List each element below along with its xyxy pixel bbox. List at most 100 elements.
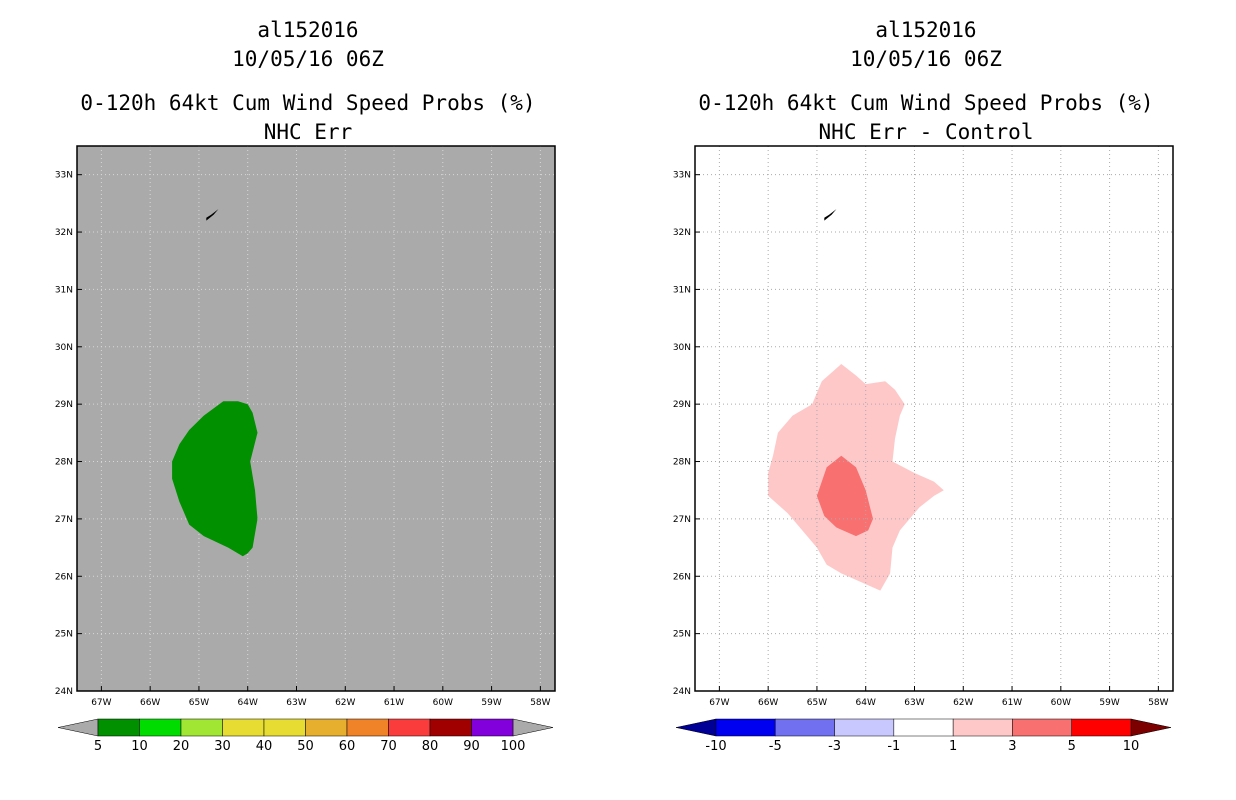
right-lat-label: 32N [673,228,691,238]
right-colorbar-swatch [715,718,776,737]
left-colorbar-label: 40 [256,739,273,754]
left-lon-label: 62W [335,698,355,708]
right-colorbar-swatch [952,718,1013,737]
right-lon-label: 64W [856,698,876,708]
left-subtitle: NHC Err [264,120,353,144]
left-lat-label: 32N [55,228,73,238]
right-lat-label: 28N [673,458,691,468]
left-lat-axis: 33N 32N 31N 30N 29N 28N 27N 26N 25N 24N [55,171,82,697]
right-lat-label: 30N [673,343,691,353]
left-map-frame [76,145,556,692]
left-lat-label: 27N [55,515,73,525]
right-lat-label: 25N [673,630,691,640]
right-lon-label: 60W [1051,698,1071,708]
left-colorbar-label: 10 [131,739,148,754]
right-storm-id: al152016 [875,18,976,42]
right-bermuda-island [824,209,837,221]
right-lon-label: 65W [807,698,827,708]
right-lat-label: 27N [673,515,691,525]
left-lon-label: 65W [189,698,209,708]
left-lon-label: 60W [433,698,453,708]
left-lat-label: 24N [55,687,73,697]
right-colorbar-label: 5 [1068,739,1076,754]
left-colorbar-label: 70 [380,739,397,754]
left-lon-label: 61W [384,698,404,708]
right-colorbar-label: 10 [1123,739,1140,754]
left-lon-label: 64W [238,698,258,708]
right-colorbar-label: 1 [949,739,957,754]
left-colorbar-swatch [97,718,140,737]
right-colorbar-swatch [834,718,895,737]
left-storm-id: al152016 [257,18,358,42]
right-lon-label: 67W [709,698,729,708]
right-lon-label: 59W [1099,698,1119,708]
left-panel: al152016 10/05/16 06Z 0-120h 64kt Cum Wi… [55,18,556,754]
right-colorbar-swatch [775,718,835,737]
right-colorbar-swatch [1071,718,1132,737]
left-colorbar-swatch [139,718,182,737]
right-colorbar-high-arrow [1130,718,1172,737]
left-lon-axis: 67W 66W 65W 64W 63W 62W 61W 60W 59W 58W [91,686,551,708]
right-colorbar: -10 -5 -3 -1 1 3 5 10 [675,718,1172,754]
right-lat-axis: 33N 32N 31N 30N 29N 28N 27N 26N 25N 24N [673,171,700,697]
right-datetime: 10/05/16 06Z [850,47,1002,71]
left-colorbar-label: 50 [297,739,314,754]
right-colorbar-label: -10 [705,739,726,754]
left-lon-label: 67W [91,698,111,708]
left-colorbar-high-arrow [512,718,554,737]
left-lat-label: 25N [55,630,73,640]
right-lat-label: 33N [673,171,691,181]
left-colorbar-label: 30 [214,739,231,754]
left-product-title: 0-120h 64kt Cum Wind Speed Probs (%) [80,91,535,115]
left-colorbar-label: 100 [501,739,526,754]
left-colorbar-label: 80 [422,739,439,754]
left-lat-label: 31N [55,285,73,295]
right-lat-label: 31N [673,285,691,295]
right-map-background [695,146,1173,691]
right-colorbar-swatch [1012,718,1072,737]
right-map-frame [694,145,1174,692]
right-lon-axis: 67W 66W 65W 64W 63W 62W 61W 60W 59W 58W [709,686,1169,708]
right-lat-label: 26N [673,572,691,582]
left-map-background [77,146,555,691]
left-colorbar-label: 20 [173,739,190,754]
left-lat-label: 26N [55,572,73,582]
left-datetime: 10/05/16 06Z [232,47,384,71]
right-lon-label: 61W [1002,698,1022,708]
right-product-title: 0-120h 64kt Cum Wind Speed Probs (%) [698,91,1153,115]
right-panel: al152016 10/05/16 06Z 0-120h 64kt Cum Wi… [673,18,1174,754]
right-colorbar-label: -3 [828,739,841,754]
right-inner-difference-contour [816,455,873,537]
left-lon-label: 66W [140,698,160,708]
right-colorbar-label: -5 [769,739,782,754]
left-lat-label: 29N [55,400,73,410]
left-colorbar-swatch [471,718,514,737]
right-gridlines [695,146,1173,691]
left-lon-label: 59W [481,698,501,708]
left-lat-label: 33N [55,171,73,181]
right-colorbar-swatch [893,718,954,737]
left-colorbar-low-arrow [57,718,99,737]
right-lat-label: 29N [673,400,691,410]
right-colorbar-label: -1 [887,739,900,754]
left-colorbar-swatch [388,718,431,737]
left-colorbar-swatch [180,718,223,737]
right-colorbar-label: 3 [1008,739,1016,754]
left-probability-contour [172,401,258,557]
left-colorbar: 5 10 20 30 40 50 60 70 80 90 100 [57,718,554,754]
right-colorbar-low-arrow [675,718,717,737]
left-colorbar-label: 5 [94,739,102,754]
left-colorbar-label: 90 [463,739,480,754]
left-colorbar-swatch [346,718,389,737]
left-colorbar-swatch [305,718,348,737]
right-lon-label: 62W [953,698,973,708]
left-bermuda-island [206,209,219,221]
left-colorbar-swatch [429,718,472,737]
left-colorbar-label: 60 [339,739,356,754]
right-subtitle: NHC Err - Control [819,120,1034,144]
left-lat-label: 30N [55,343,73,353]
right-lon-label: 66W [758,698,778,708]
right-lon-label: 58W [1148,698,1168,708]
left-lat-label: 28N [55,458,73,468]
